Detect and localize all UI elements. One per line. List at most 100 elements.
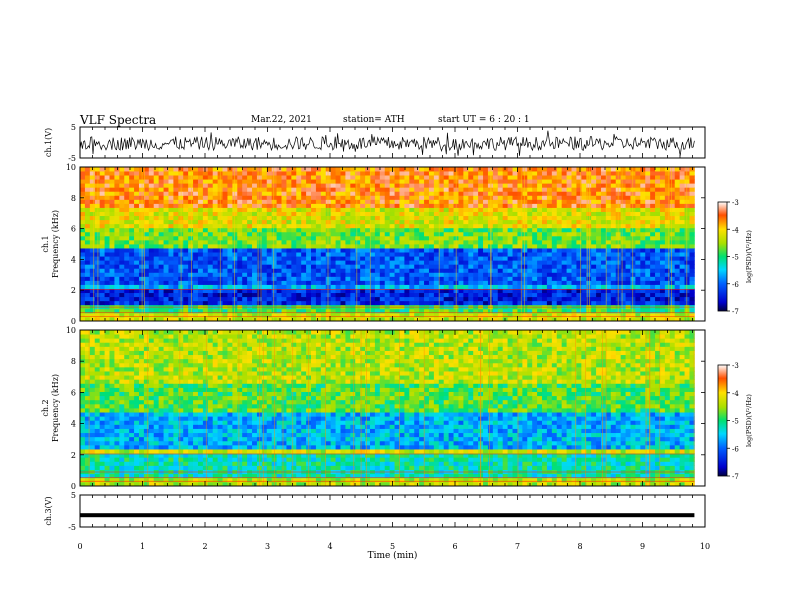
spectrogram-cell	[94, 276, 101, 281]
spectrogram-cell	[581, 191, 587, 196]
spectrogram-cell	[468, 187, 474, 192]
spectrogram-cell	[492, 244, 499, 249]
spectrogram-cell	[276, 207, 282, 212]
spectrogram-cell	[507, 175, 513, 180]
spectrogram-cell	[640, 252, 646, 257]
spectrogram-cell	[428, 316, 435, 322]
spectrogram-cell	[232, 191, 238, 196]
spectrogram-cell	[635, 219, 641, 225]
spectrogram-cell	[537, 203, 543, 208]
spectrogram-cell	[335, 187, 341, 192]
spectrogram-cell	[256, 312, 263, 318]
spectrogram-cell	[143, 244, 150, 249]
spectrogram-cell	[261, 207, 268, 212]
spectrogram-cell	[227, 276, 233, 281]
spectrogram-cell	[119, 292, 125, 298]
spectrogram-cell	[99, 316, 105, 322]
spectrogram-cell	[586, 175, 592, 180]
spectrogram-cell	[276, 223, 282, 229]
spectrogram-cell	[448, 244, 454, 249]
spectrogram-cell	[119, 481, 125, 487]
spectrogram-cell	[664, 183, 671, 188]
spectrogram-cell	[600, 312, 607, 318]
spectrogram-cell	[556, 256, 563, 261]
spectrogram-cell	[576, 260, 582, 265]
spectrogram-cell	[168, 191, 174, 196]
spectrogram-cell	[399, 223, 405, 229]
spectrogram-cell	[291, 223, 297, 229]
spectrogram-cell	[256, 191, 263, 196]
spectrogram-cell	[330, 183, 336, 188]
spectrogram-cell	[556, 175, 563, 180]
spectrogram-cell	[119, 477, 125, 483]
spectrogram-cell	[424, 284, 430, 289]
spectrogram-cell	[655, 481, 661, 487]
spectrogram-cell	[237, 167, 243, 172]
spectrogram-cell	[664, 179, 671, 184]
spectrogram-cell	[389, 264, 395, 269]
spectrogram-cell	[301, 252, 307, 257]
spectrogram-cell	[207, 187, 214, 192]
spectrogram-cell	[424, 260, 430, 265]
spectrogram-cell	[306, 312, 312, 318]
spectrogram-cell	[247, 187, 253, 192]
spectrogram-cell	[542, 300, 548, 306]
spectrogram-cell	[512, 276, 518, 281]
spectrogram-cell	[183, 284, 189, 289]
spectrogram-cell	[320, 207, 327, 212]
spectrogram-cell	[512, 481, 518, 487]
spectrogram-cell	[325, 316, 332, 322]
spectrogram-cell	[424, 481, 430, 487]
spectrogram-cell	[610, 183, 617, 188]
spectrogram-cell	[424, 272, 430, 277]
spectrogram-cell	[379, 268, 386, 273]
spectrogram-cell	[212, 167, 219, 172]
spectrogram-cell	[468, 175, 474, 180]
spectrogram-cell	[256, 215, 263, 221]
spectrogram-cell	[261, 284, 268, 289]
chart-title: VLF Spectra	[80, 113, 157, 127]
spectrogram-cell	[183, 477, 189, 483]
spectrogram-cell	[143, 191, 150, 196]
spectrogram-cell	[478, 276, 484, 281]
spectrogram-cell	[610, 239, 617, 245]
spectrogram-cell	[576, 215, 582, 221]
spectrogram-cell	[168, 296, 174, 302]
spectrogram-cell	[409, 268, 415, 273]
spectrogram-cell	[232, 187, 238, 192]
spectrogram-cell	[527, 280, 533, 285]
spectrogram-cell	[212, 244, 219, 249]
spectrogram-cell	[232, 227, 238, 233]
spectrogram-cell	[492, 219, 499, 225]
spectrogram-cell	[546, 272, 553, 277]
spectrogram-cell	[232, 288, 238, 294]
spectrogram-cell	[610, 244, 617, 249]
spectrogram-cell	[247, 199, 253, 204]
spectrogram-cell	[561, 308, 567, 314]
spectrogram-cell	[325, 195, 332, 200]
spectrogram-cell	[483, 231, 489, 237]
spectrogram-cell	[99, 268, 105, 273]
spectrogram-cell	[492, 179, 499, 184]
spectrogram-cell	[256, 231, 263, 237]
spectrogram-cell	[276, 203, 282, 208]
spectrogram-cell	[635, 264, 641, 269]
spectrogram-cell	[527, 191, 533, 196]
spectrogram-cell	[655, 219, 661, 225]
spectrogram-cell	[163, 248, 169, 253]
spectrogram-cell	[556, 171, 563, 176]
spectrogram-cell	[345, 171, 351, 176]
spectrogram-cell	[207, 175, 214, 180]
spectrogram-cell	[664, 308, 671, 314]
spectrogram-cell	[291, 191, 297, 196]
spectrogram-cell	[669, 203, 676, 208]
spectrogram-cell	[222, 239, 228, 245]
spectrogram-cell	[242, 175, 248, 180]
spectrogram-cell	[591, 288, 597, 294]
spectrogram-cell	[374, 264, 381, 269]
spectrogram-cell	[620, 171, 626, 176]
spectrogram-cell	[394, 244, 400, 249]
spectrogram-cell	[689, 292, 695, 298]
spectrogram-cell	[266, 272, 273, 277]
spectrogram-cell	[419, 292, 425, 298]
